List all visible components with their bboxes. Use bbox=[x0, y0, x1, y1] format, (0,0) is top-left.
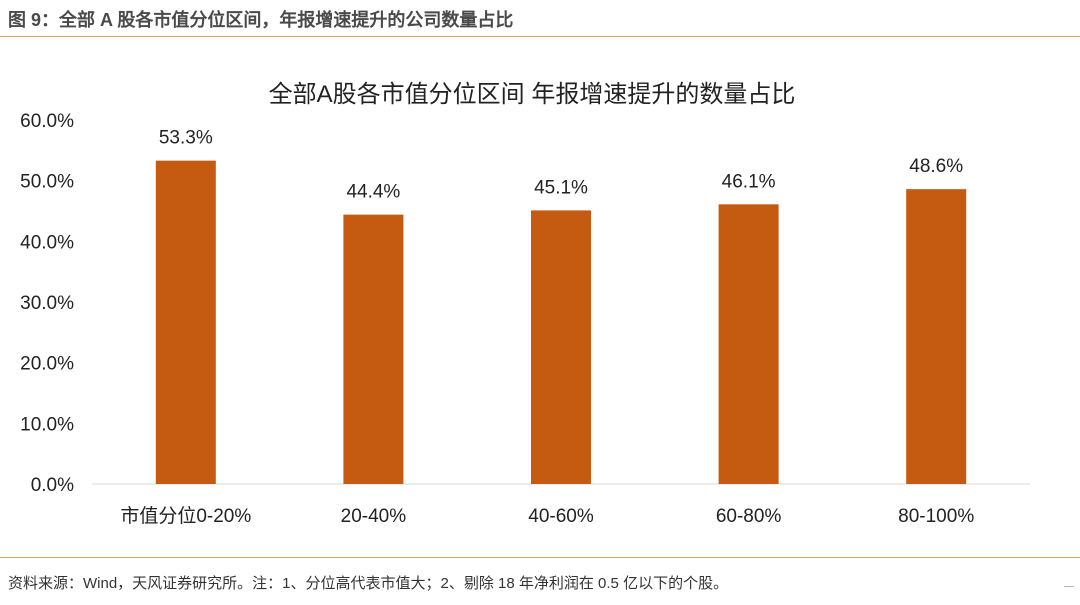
x-tick-label: 80-100% bbox=[898, 506, 974, 527]
y-tick-label: 40.0% bbox=[20, 232, 74, 253]
y-tick-label: 0.0% bbox=[31, 475, 74, 496]
x-tick-label: 市值分位0-20% bbox=[120, 505, 251, 527]
data-label: 45.1% bbox=[534, 177, 588, 198]
chart-title: 全部A股各市值分位区间 年报增速提升的数量占比 bbox=[269, 81, 796, 108]
figure-header: 图 9：全部 A 股各市值分位区间，年报增速提升的公司数量占比 bbox=[0, 0, 1080, 37]
x-axis: 市值分位0-20% 20-40% 40-60% 60-80% 80-100% bbox=[120, 505, 974, 527]
bars bbox=[155, 160, 967, 485]
y-tick-label: 60.0% bbox=[20, 111, 74, 132]
bar bbox=[718, 204, 779, 484]
figure-footer: 资料来源：Wind，天风证券研究所。注：1、分位高代表市值大；2、剔除 18 年… bbox=[0, 557, 1080, 605]
x-tick-label: 20-40% bbox=[341, 506, 407, 527]
y-axis: 0.0% 10.0% 20.0% 30.0% 40.0% 50.0% 60.0% bbox=[20, 111, 74, 496]
data-label: 53.3% bbox=[159, 128, 213, 149]
source-note: 资料来源：Wind，天风证券研究所。注：1、分位高代表市值大；2、剔除 18 年… bbox=[8, 575, 729, 592]
data-label: 48.6% bbox=[909, 156, 963, 177]
data-label: 44.4% bbox=[346, 182, 400, 203]
data-labels: 53.3% 44.4% 45.1% 46.1% 48.6% bbox=[159, 128, 963, 203]
y-tick-label: 50.0% bbox=[20, 172, 74, 193]
bar-chart: 全部A股各市值分位区间 年报增速提升的数量占比 0.0% 10.0% 20.0% 30… bbox=[20, 81, 1030, 527]
y-tick-label: 30.0% bbox=[20, 293, 74, 314]
y-tick-label: 10.0% bbox=[20, 414, 74, 435]
bar bbox=[531, 210, 591, 485]
bar bbox=[155, 160, 216, 484]
bar bbox=[906, 189, 967, 484]
x-tick-label: 40-60% bbox=[528, 506, 594, 527]
x-tick-label: 60-80% bbox=[716, 506, 782, 527]
bar bbox=[343, 214, 404, 484]
corner-mark bbox=[1064, 586, 1074, 587]
y-tick-label: 20.0% bbox=[20, 354, 74, 375]
data-label: 46.1% bbox=[722, 171, 776, 192]
figure-title: 图 9：全部 A 股各市值分位区间，年报增速提升的公司数量占比 bbox=[8, 10, 514, 30]
